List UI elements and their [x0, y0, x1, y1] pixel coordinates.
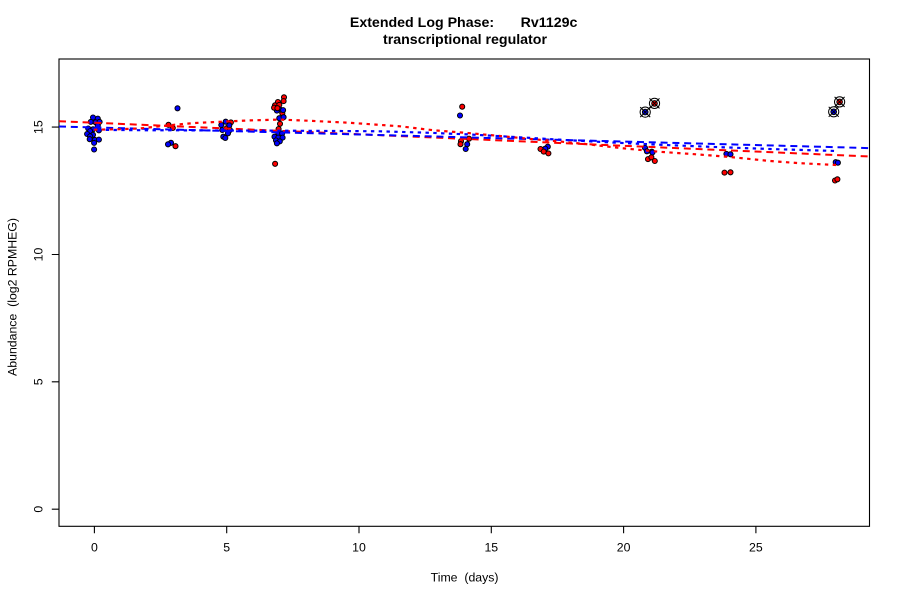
svg-text:15: 15 [32, 120, 46, 134]
svg-text:10: 10 [352, 541, 366, 555]
svg-text:Time (days): Time (days) [431, 570, 499, 584]
svg-text:20: 20 [617, 541, 631, 555]
svg-text:15: 15 [484, 541, 498, 555]
svg-text:Abundance (log2 RPMHEG): Abundance (log2 RPMHEG) [6, 218, 20, 376]
svg-text:10: 10 [32, 248, 46, 262]
svg-text:transcriptional regulator: transcriptional regulator [383, 32, 547, 48]
svg-text:0: 0 [91, 541, 98, 555]
svg-text:Extended Log Phase:: Extended Log Phase: [350, 15, 494, 31]
svg-text:5: 5 [223, 541, 230, 555]
svg-text:5: 5 [32, 378, 46, 385]
svg-text:25: 25 [749, 541, 763, 555]
svg-text:Rv1129c: Rv1129c [521, 15, 578, 31]
svg-text:0: 0 [32, 506, 46, 513]
